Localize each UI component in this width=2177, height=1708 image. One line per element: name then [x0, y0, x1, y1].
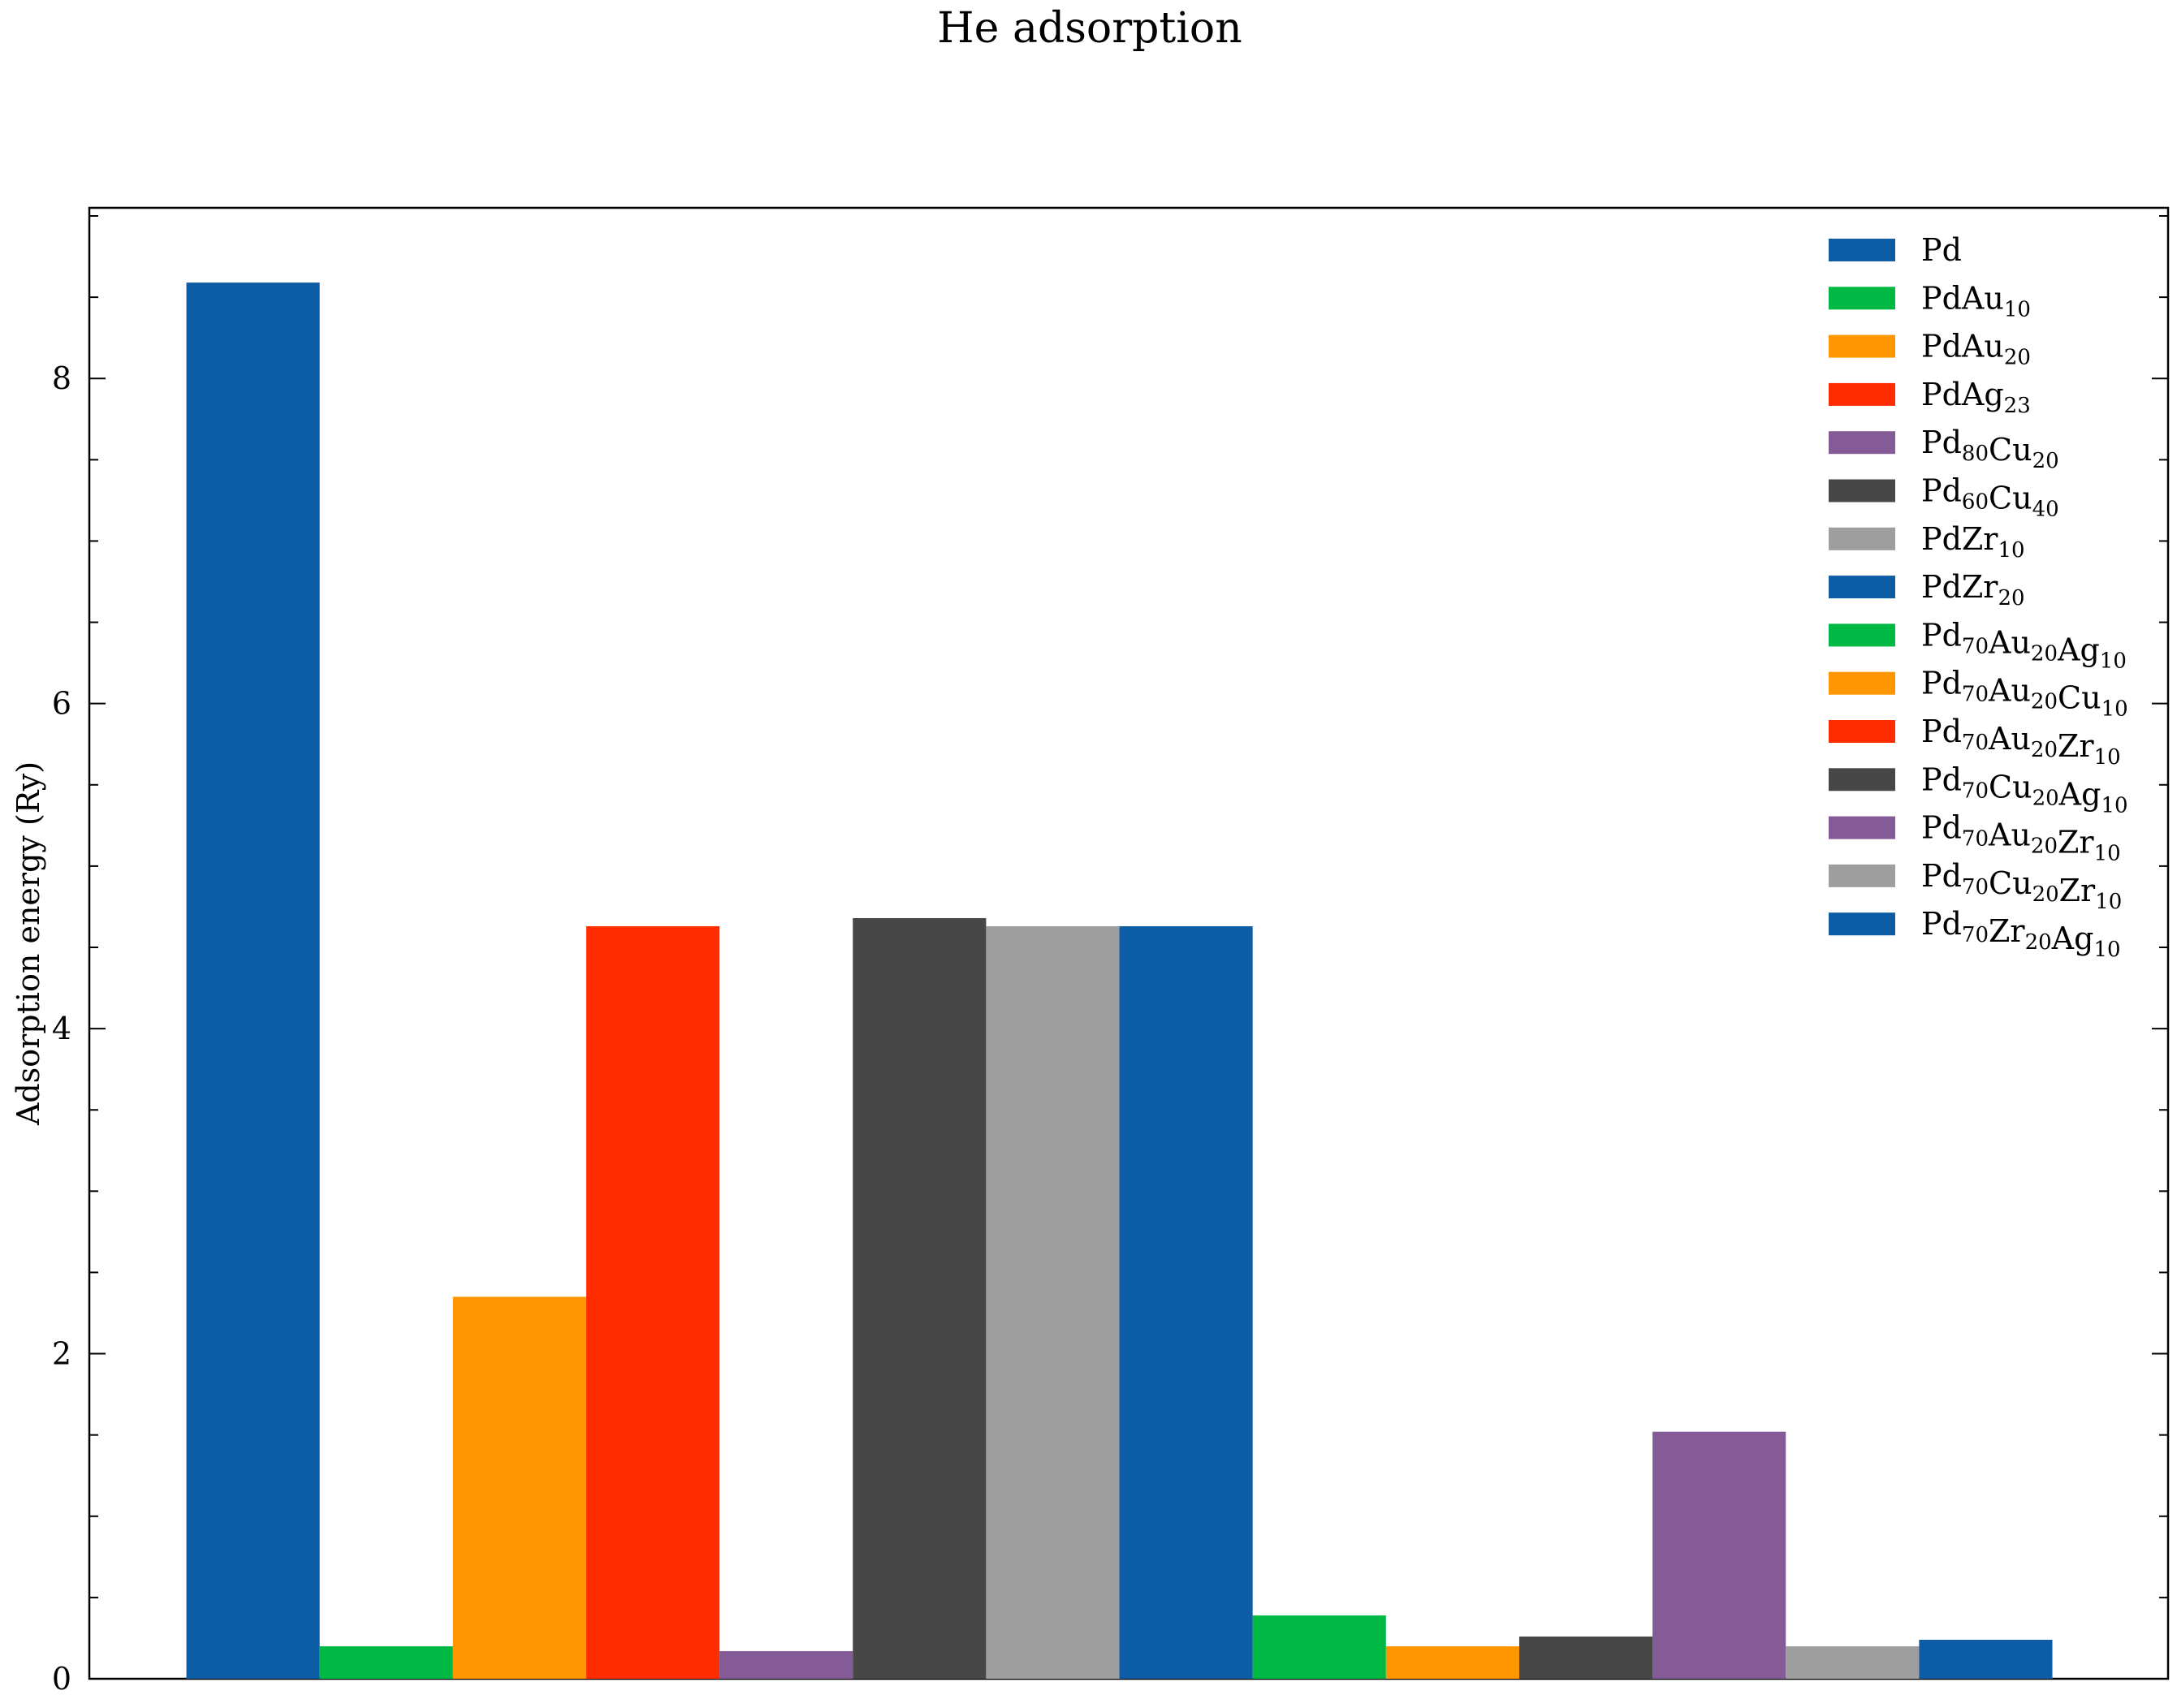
legend-swatch: [1829, 287, 1895, 310]
legend-swatch: [1829, 479, 1895, 502]
bar-4: [585, 925, 720, 1679]
legend-swatch: [1829, 816, 1895, 839]
legend-swatch: [1829, 431, 1895, 455]
bar-10: [1385, 1645, 1519, 1679]
legend-swatch: [1829, 382, 1895, 406]
legend-label: PdAg23: [1921, 377, 2031, 418]
y-tick-label: 2: [52, 1336, 71, 1372]
y-axis-label: Adsorption energy (Ry): [11, 761, 46, 1126]
bar-7: [986, 925, 1120, 1679]
legend-label: PdAu10: [1921, 280, 2031, 321]
legend-swatch: [1829, 623, 1895, 647]
bar-6: [853, 917, 987, 1679]
legend-label: Pd: [1921, 232, 1962, 268]
legend-swatch: [1829, 720, 1895, 743]
bar-12: [1652, 1431, 1786, 1679]
legend-swatch: [1829, 671, 1895, 695]
bars-group: [186, 283, 2053, 1680]
y-tick-label: 6: [52, 686, 71, 722]
bar-2: [319, 1645, 453, 1679]
y-tick-label: 0: [52, 1661, 71, 1697]
legend-label: PdZr10: [1921, 521, 2025, 563]
legend-label: PdZr20: [1921, 569, 2025, 610]
bar-3: [452, 1296, 586, 1679]
legend-label: Pd70Cu20Zr10: [1921, 858, 2122, 914]
legend-label: Pd80Cu20: [1921, 425, 2059, 473]
legend-swatch: [1829, 527, 1895, 550]
y-axis: 0 2 4 6 8: [52, 215, 2168, 1697]
legend-swatch: [1829, 239, 1895, 261]
bar-1: [186, 283, 320, 1680]
legend-label: Pd70Au20Zr10: [1921, 810, 2121, 866]
legend-label: Pd70Cu20Ag10: [1921, 761, 2128, 817]
legend-label: PdAu20: [1921, 329, 2031, 370]
bar-13: [1786, 1645, 1920, 1679]
y-tick-label: 4: [52, 1011, 71, 1046]
legend-swatch: [1829, 334, 1895, 358]
legend: PdPdAu10PdAu20PdAg23Pd80Cu20Pd60Cu40PdZr…: [1829, 232, 2128, 962]
chart-title: He adsorption: [937, 4, 1242, 53]
bar-9: [1252, 1615, 1386, 1679]
legend-label: Pd70Zr20Ag10: [1921, 906, 2121, 962]
bar-11: [1518, 1636, 1653, 1679]
legend-swatch: [1829, 768, 1895, 791]
legend-label: Pd70Au20Cu10: [1921, 666, 2128, 722]
bar-14: [1919, 1639, 2053, 1679]
y-tick-label: 8: [52, 360, 71, 396]
legend-swatch: [1829, 864, 1895, 887]
bar-5: [719, 1650, 853, 1679]
bar-8: [1119, 925, 1253, 1679]
legend-label: Pd70Au20Ag10: [1921, 617, 2127, 673]
legend-label: Pd70Au20Zr10: [1921, 714, 2121, 770]
legend-swatch: [1829, 576, 1895, 599]
legend-swatch: [1829, 912, 1895, 936]
legend-label: Pd60Cu40: [1921, 473, 2059, 522]
